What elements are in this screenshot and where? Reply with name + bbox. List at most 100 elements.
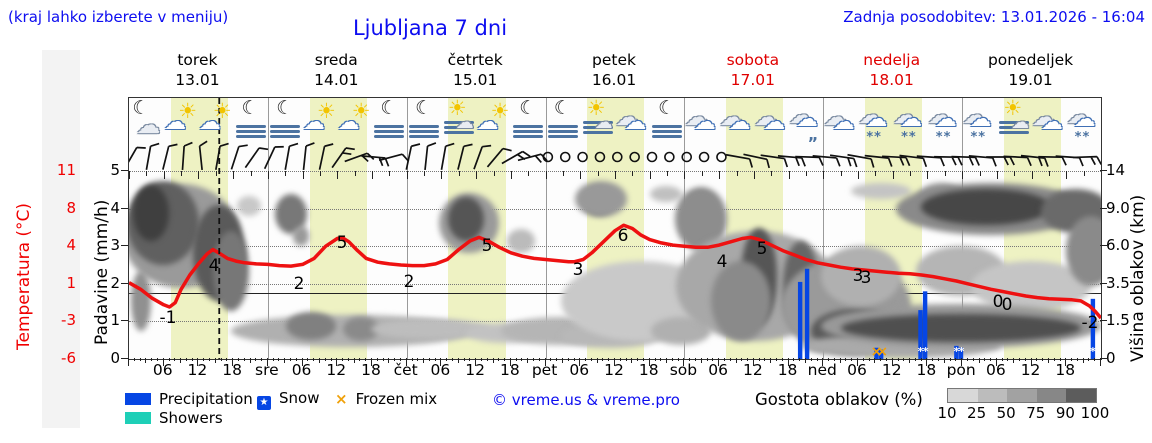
- plot-top-tick: [840, 171, 842, 176]
- plot-top-tick: [337, 171, 339, 179]
- x-axis-tick: [521, 358, 523, 361]
- plot-top-tick: [302, 171, 304, 179]
- x-axis-tick: [290, 358, 291, 361]
- wind-barb: [1020, 154, 1049, 167]
- day-date: 17.01: [730, 71, 776, 89]
- x-axis-tick: [1024, 358, 1026, 361]
- cloud-density-blob: [133, 185, 169, 241]
- temperature-value-label: 5: [337, 233, 348, 253]
- x-axis-tick: [1053, 358, 1055, 361]
- x-axis-tick: [793, 358, 795, 361]
- calm-wind-icon: [646, 151, 658, 163]
- x-axis-tick: [272, 358, 274, 361]
- day-header-sreda: sreda 14.01: [266, 50, 406, 90]
- x-axis-tick: [579, 358, 581, 366]
- plot-top-tick: [389, 171, 391, 176]
- cloud-density-step: [1066, 389, 1096, 402]
- calm-wind-icon: [542, 151, 554, 163]
- x-axis-tick: [301, 358, 303, 366]
- plot-top-tick: [944, 171, 946, 176]
- site-credit[interactable]: © vreme.us & vreme.pro: [492, 391, 680, 409]
- precip-tick-value: 3: [110, 236, 120, 255]
- plot-top-tick: [528, 171, 530, 176]
- wind-barb: [331, 147, 355, 169]
- x-axis-tick: [776, 358, 777, 361]
- x-axis-tick: [486, 358, 488, 361]
- plot-top-tick: [1048, 171, 1050, 176]
- temperature-value-label: 4: [717, 252, 728, 272]
- wind-barb: [378, 153, 409, 162]
- precipitation-label: Precipitation: [159, 390, 253, 408]
- plot-top-tick: [1031, 171, 1033, 179]
- plot-top-tick: [545, 171, 547, 179]
- calm-wind-icon: [698, 151, 710, 163]
- x-axis-tick: [735, 358, 737, 363]
- day-name: sobota: [726, 51, 780, 69]
- cloud-icon: ☁ ☁: [823, 103, 855, 135]
- x-axis-tick: [295, 358, 297, 361]
- temperature-tick-value: -3: [61, 311, 76, 330]
- x-axis-tick: [174, 358, 176, 361]
- temperature-value-label: 5: [482, 236, 493, 256]
- plot-top-tick: [1083, 171, 1085, 176]
- x-axis-tick: [729, 358, 731, 361]
- x-axis-label: 18: [638, 361, 659, 379]
- x-axis-tick: [504, 358, 506, 361]
- x-axis-tick: [214, 358, 216, 363]
- x-axis-tick: [654, 358, 656, 361]
- plot-top-tick: [285, 171, 287, 176]
- x-axis-tick: [683, 358, 685, 366]
- x-axis-tick: [914, 358, 916, 361]
- x-axis-tick: [723, 358, 725, 361]
- x-axis-tick: [648, 358, 650, 366]
- left-axis-tick: [121, 358, 128, 359]
- x-axis-tick: [955, 358, 957, 361]
- snow-marker: *: [959, 345, 965, 358]
- x-axis-tick: [399, 358, 401, 361]
- x-axis-tick: [185, 358, 187, 361]
- x-axis-tick: [741, 358, 743, 361]
- cloud-density-stop-label: 25: [967, 404, 987, 422]
- x-axis-tick: [336, 358, 338, 366]
- x-axis-label: pon: [946, 361, 976, 379]
- cloud-density-blob: [711, 261, 771, 341]
- x-axis-tick: [590, 358, 592, 361]
- x-axis-tick: [781, 358, 783, 361]
- frozen-mix-marker: ×: [871, 344, 883, 360]
- wind-barb: [405, 143, 421, 170]
- x-axis-tick: [700, 358, 702, 363]
- wind-barb: [302, 142, 315, 171]
- cloud-density-blob: [575, 181, 627, 217]
- x-axis-tick: [353, 358, 355, 363]
- day-header-sobota: sobota 17.01: [683, 50, 823, 90]
- cloud-height-tick-value: 6.0: [1106, 236, 1130, 255]
- x-axis-tick: [1007, 358, 1009, 361]
- x-axis-label: 06: [430, 361, 451, 379]
- x-axis-tick: [851, 358, 853, 361]
- plot-top-tick: [788, 171, 790, 179]
- frozen-mix-label: Frozen mix: [355, 390, 438, 408]
- cloud-density-stop-label: 75: [1026, 404, 1046, 422]
- temperature-value-label: 2: [404, 272, 415, 292]
- x-axis-tick: [342, 358, 344, 361]
- x-axis-tick: [868, 358, 870, 361]
- legend-precipitation: Precipitation: [125, 390, 253, 408]
- left-axis-tick: [121, 207, 128, 209]
- page-title: Ljubljana 7 dni: [352, 16, 508, 40]
- left-axis-tick: [121, 282, 128, 284]
- precip-tick-value: 5: [110, 161, 120, 179]
- cloud-density-stop-label: 50: [996, 404, 1016, 422]
- legend-snow: ★ Snow: [257, 389, 319, 410]
- x-axis-tick: [197, 358, 199, 366]
- sun-cloud-icon: ☀ ☁: [198, 99, 232, 135]
- snow-icon: ★: [257, 396, 271, 410]
- x-axis-tick: [1088, 358, 1090, 361]
- x-axis-tick: [417, 358, 419, 361]
- precip-bar: [918, 310, 923, 359]
- calm-wind-icon: [612, 151, 623, 163]
- plot-top-tick: [1101, 171, 1102, 179]
- x-axis-tick: [382, 358, 384, 361]
- x-axis-tick: [828, 358, 830, 361]
- location-hint[interactable]: (kraj lahko izberete v meniju): [8, 8, 229, 26]
- temperature-axis-title: Temperatura (°C): [14, 202, 34, 350]
